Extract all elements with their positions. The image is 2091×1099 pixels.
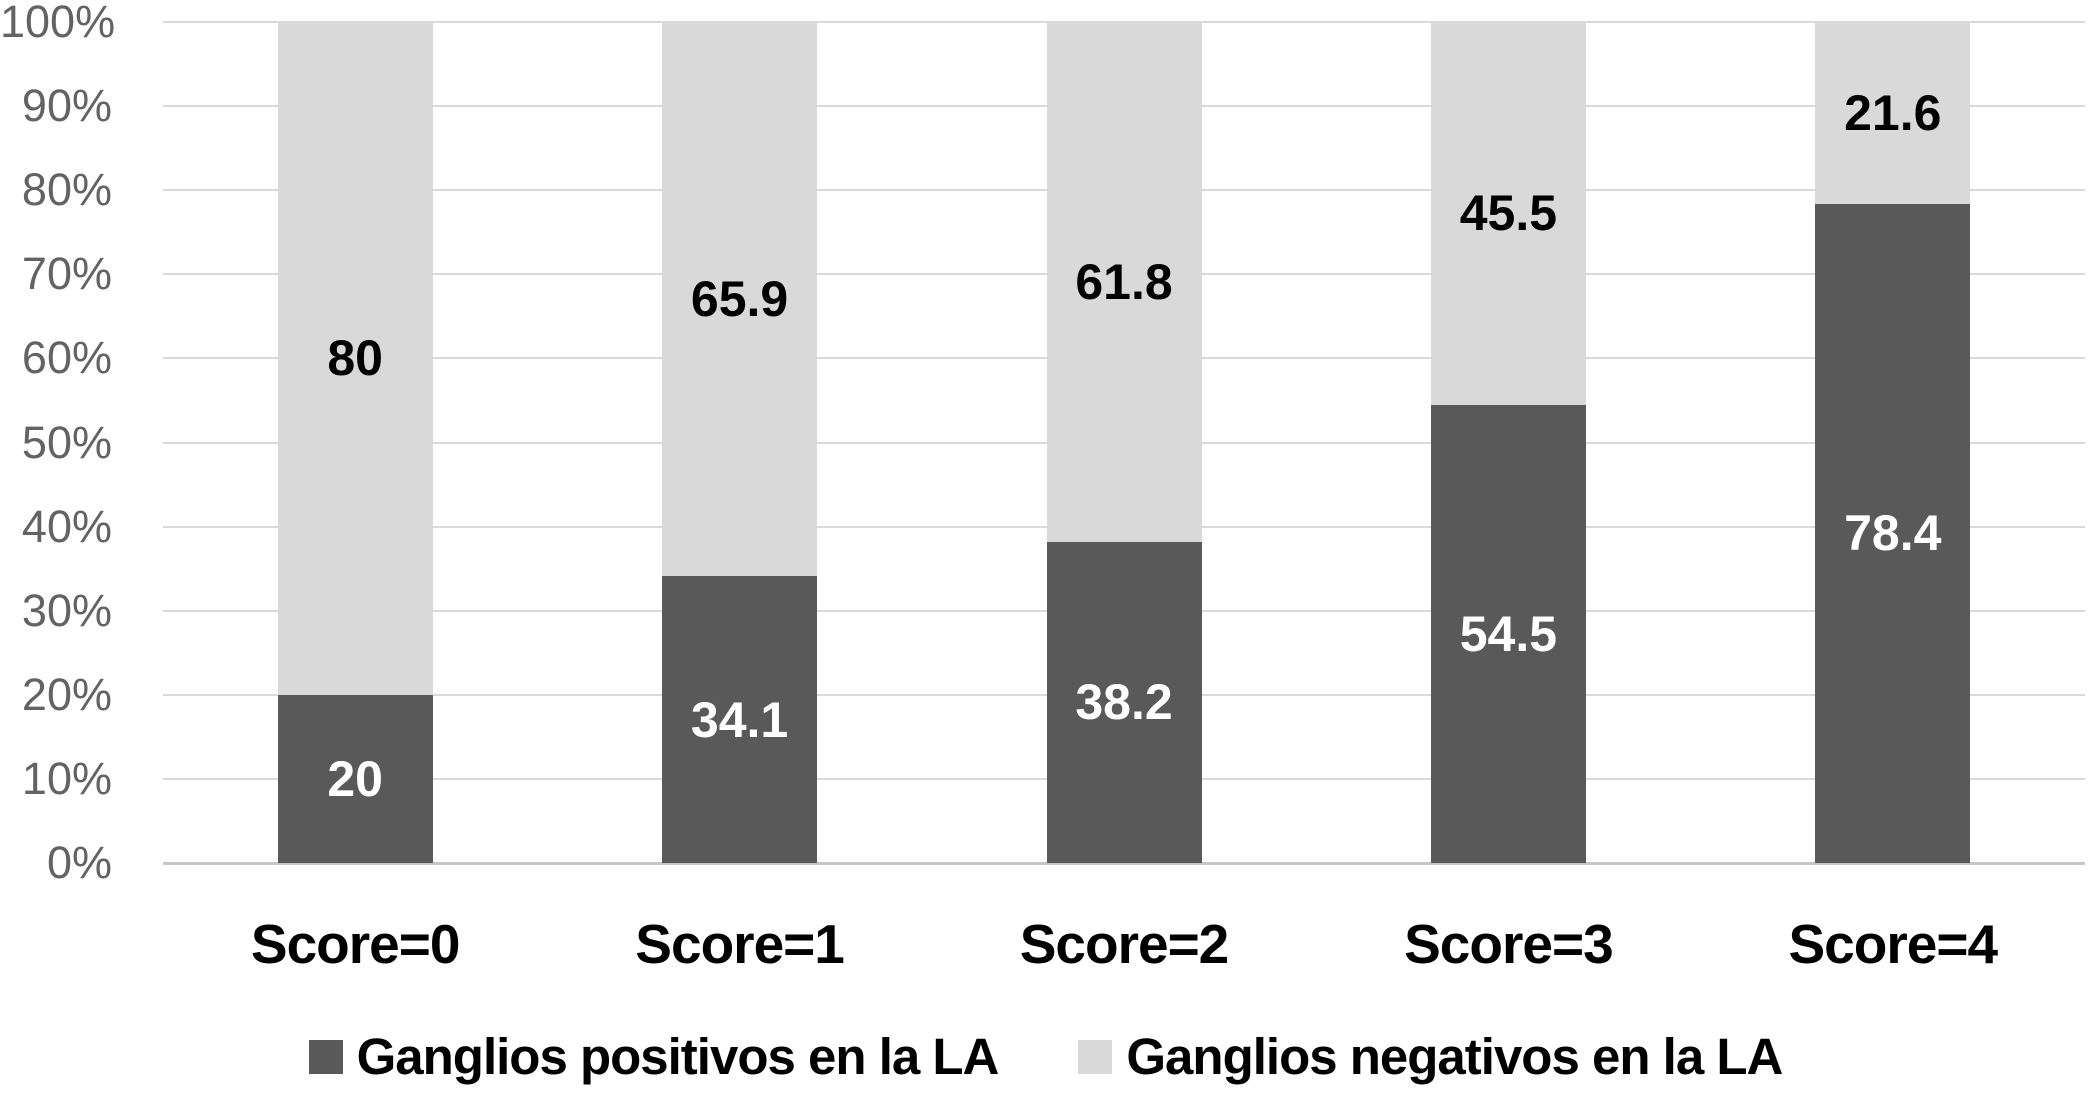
y-axis-tick-label: 80% [21, 164, 112, 216]
x-axis-category-label: Score=0 [250, 913, 461, 975]
bar-segment-negativos [277, 22, 433, 695]
bar-segment-negativos [1046, 22, 1202, 542]
data-label: 34.1 [690, 691, 789, 748]
legend-swatch-positivos [308, 1040, 343, 1074]
y-axis-tick-label: 70% [21, 248, 112, 300]
y-axis-tick-label: 20% [21, 668, 112, 720]
data-label: 61.8 [1075, 253, 1173, 310]
bar-segment-negativos [1430, 22, 1586, 405]
y-axis-tick-label: 100% [0, 0, 116, 47]
bar-segment-positivos [277, 694, 433, 863]
legend-swatch-negativos [1078, 1040, 1113, 1074]
bar-segment-negativos [662, 22, 818, 577]
x-axis-category-label: Score=2 [1019, 913, 1230, 975]
y-axis-tick-label: 90% [21, 80, 112, 132]
bar-segment-positivos [1430, 404, 1586, 863]
data-label: 38.2 [1075, 674, 1173, 731]
y-axis-tick-label: 10% [21, 752, 112, 804]
bar-segment-negativos [1815, 22, 1971, 204]
data-label: 65.9 [690, 271, 789, 328]
data-label: 54.5 [1459, 605, 1558, 662]
legend-item-positivos: Ganglios positivos en la LA [308, 1022, 1000, 1092]
legend-label: Ganglios positivos en la LA [356, 1028, 1000, 1085]
x-axis-category-label: Score=3 [1404, 913, 1614, 975]
bar-segment-positivos [1046, 541, 1202, 863]
legend: Ganglios positivos en la LA Ganglios nega… [0, 1022, 2091, 1092]
legend-label: Ganglios negativos en la LA [1126, 1028, 1783, 1085]
data-label: 78.4 [1844, 505, 1942, 562]
bar-segment-positivos [662, 576, 818, 863]
y-axis-tick-label: 40% [21, 500, 112, 552]
data-label: 45.5 [1459, 185, 1558, 242]
legend-item-negativos: Ganglios negativos en la LA [1078, 1022, 1783, 1092]
y-axis-tick-label: 30% [21, 584, 112, 636]
x-axis-category-label: Score=1 [635, 913, 845, 975]
data-label: 80 [327, 330, 383, 387]
x-axis-line [163, 862, 2085, 865]
data-label: 21.6 [1844, 84, 1942, 141]
y-axis-tick-label: 50% [21, 416, 112, 468]
data-label: 20 [327, 750, 383, 807]
x-axis-category-label: Score=4 [1788, 913, 1999, 975]
y-axis-tick-label: 60% [21, 332, 112, 384]
y-axis-tick-label: 0% [46, 837, 112, 888]
bar-segment-positivos [1815, 203, 1971, 863]
